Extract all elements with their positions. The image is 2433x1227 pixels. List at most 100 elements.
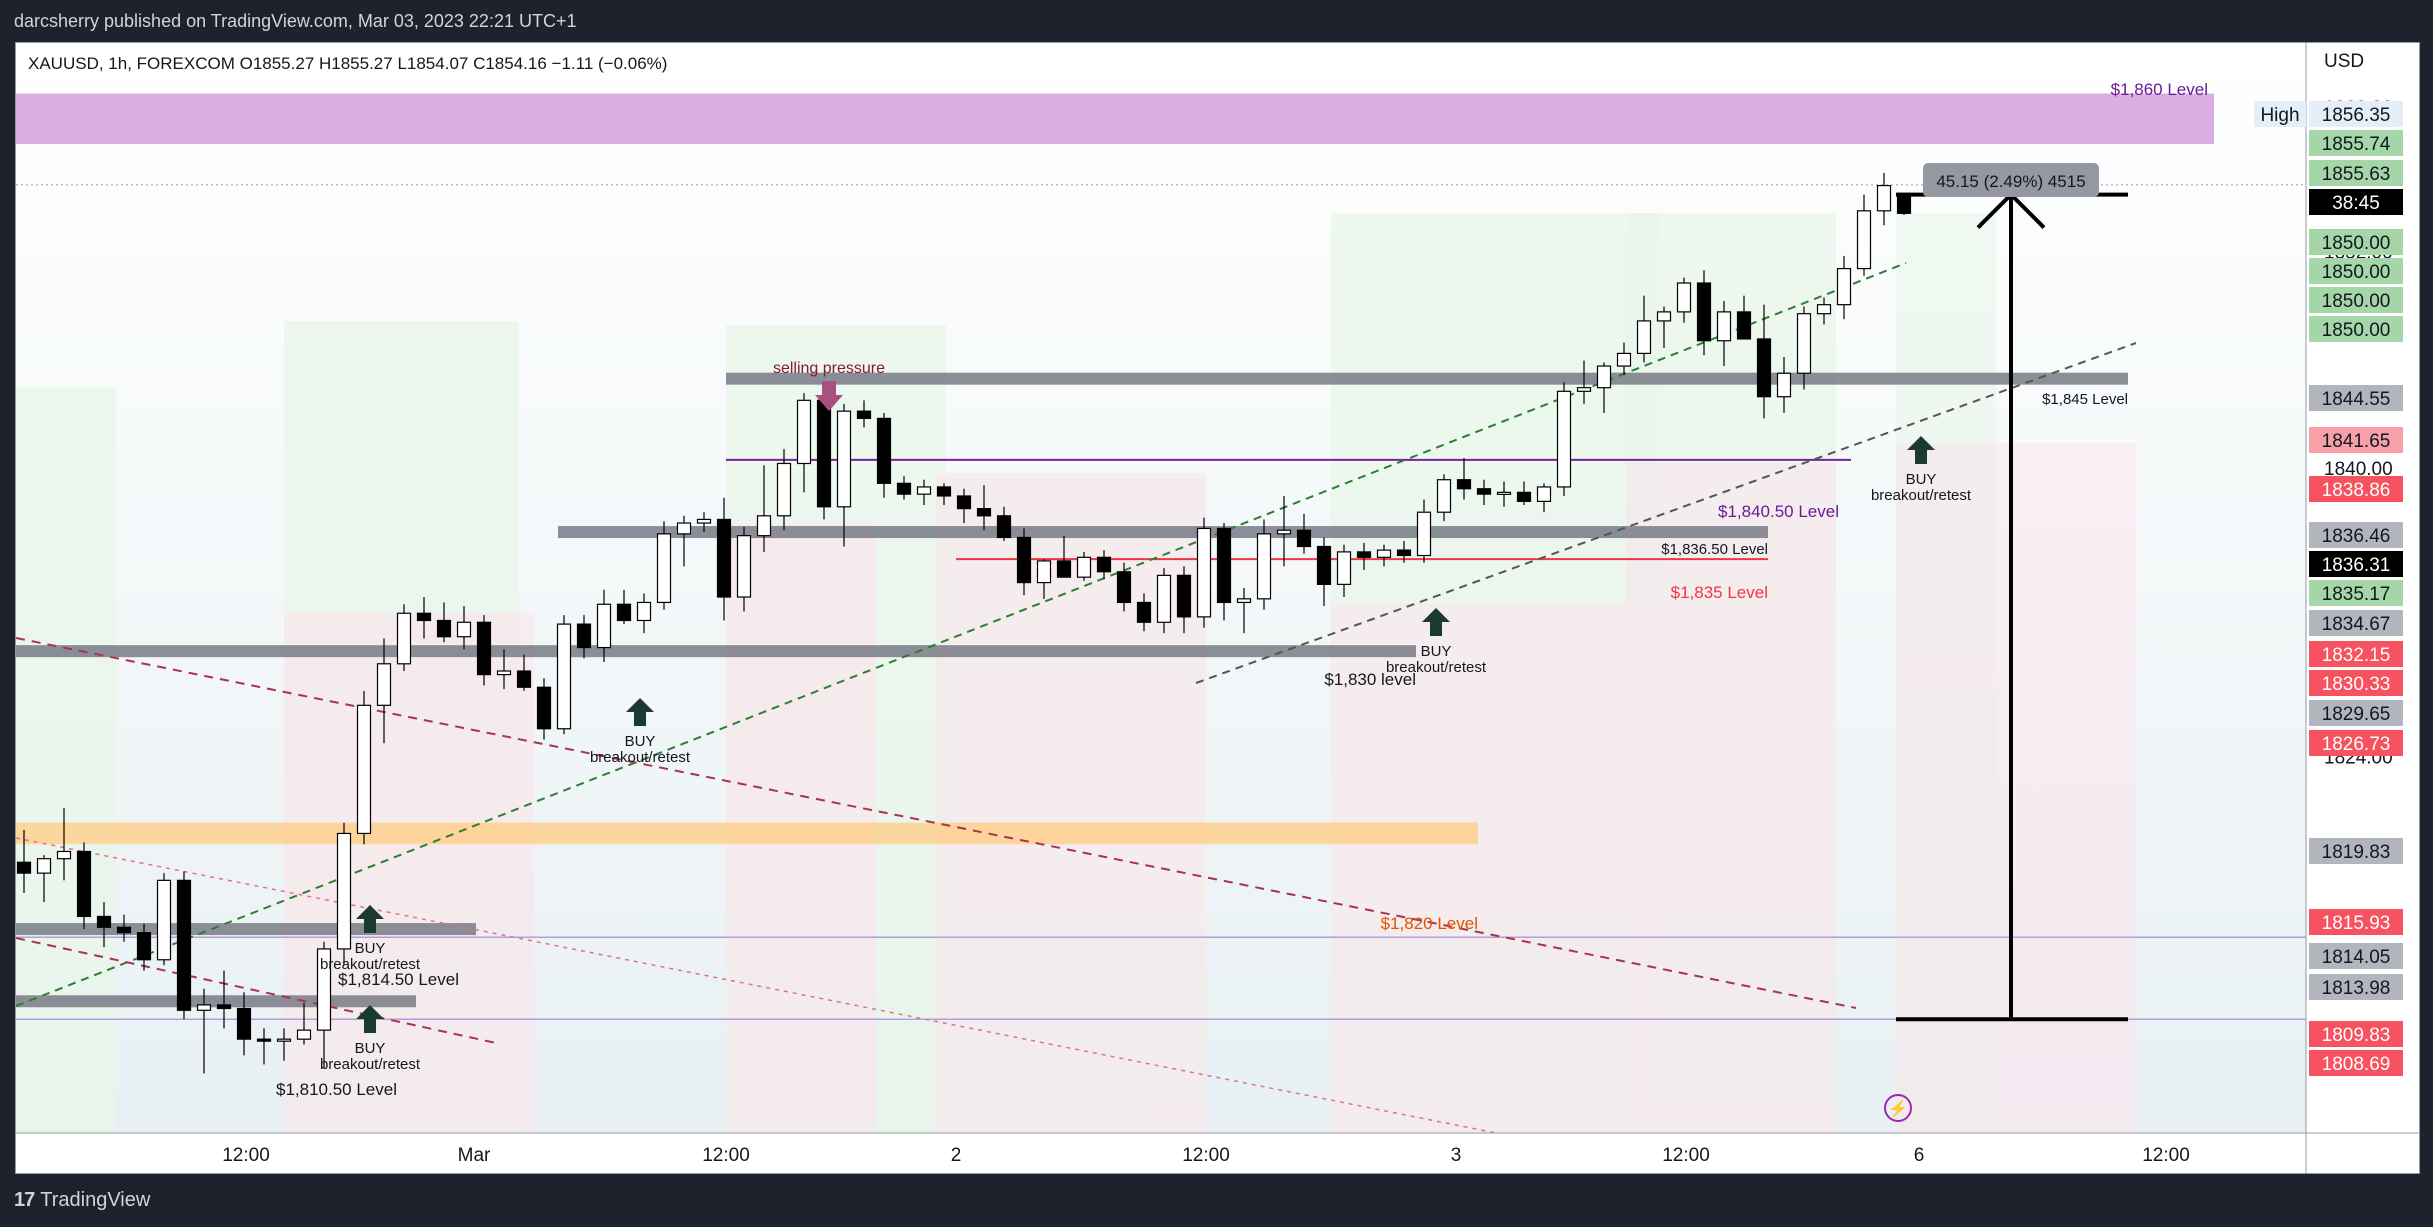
candle-body <box>76 850 92 918</box>
candle-body <box>1176 574 1192 618</box>
candle-body <box>816 399 832 508</box>
candle <box>1536 483 1552 513</box>
price-tag: 1815.93 <box>2309 909 2403 935</box>
candle-body <box>1736 311 1752 340</box>
candle <box>1216 523 1232 621</box>
candle <box>1836 255 1852 320</box>
candle-body <box>556 623 572 730</box>
price-tag: 1855.74 <box>2309 130 2403 156</box>
candle <box>316 941 332 1069</box>
candle-body <box>716 518 732 598</box>
symbol-ohlc-line: XAUUSD, 1h, FOREXCOM O1855.27 H1855.27 L… <box>28 54 667 73</box>
x-tick-label: 12:00 <box>2142 1145 2190 1166</box>
candle <box>496 649 512 690</box>
candle <box>256 1028 272 1065</box>
candle-body <box>656 533 672 604</box>
price-tag: 1826.73 <box>2309 730 2403 756</box>
candle-body <box>1576 387 1592 392</box>
candle-body <box>1256 533 1272 600</box>
candle <box>1336 544 1352 598</box>
candle-body <box>1456 479 1472 490</box>
candle-body <box>1396 549 1412 557</box>
candle <box>116 914 132 942</box>
shaded-zone <box>1331 603 1661 1133</box>
price-tag: 1814.05 <box>2309 943 2403 969</box>
price-tag-box <box>2309 838 2403 864</box>
candle <box>1236 588 1252 634</box>
price-tag-box <box>2309 1021 2403 1047</box>
buy-sub-label: breakout/retest <box>1871 487 1972 504</box>
candle-body <box>1196 527 1212 618</box>
price-tag: 1834.67 <box>2309 610 2403 636</box>
candle <box>1076 551 1092 581</box>
x-tick-label: 12:00 <box>222 1145 270 1166</box>
candle-body <box>456 621 472 638</box>
candle-body <box>216 1004 232 1010</box>
price-tag-box <box>2309 730 2403 756</box>
candle-body <box>736 535 752 598</box>
candle <box>436 602 452 643</box>
price-tag: 1829.65 <box>2309 700 2403 726</box>
label-1860: $1,860 Level <box>2111 80 2208 99</box>
candle-body <box>916 486 932 495</box>
candle <box>336 822 352 966</box>
candle <box>196 988 212 1074</box>
price-tag-box <box>2309 943 2403 969</box>
candle <box>856 400 872 428</box>
candle <box>1156 568 1172 634</box>
candle <box>1296 514 1312 554</box>
candle <box>1856 194 1872 276</box>
price-tag-value: 1855.74 <box>2322 134 2391 155</box>
candle <box>1616 342 1632 376</box>
chart-panel[interactable]: 45.15 (2.49%) 4515 BUY breakout/retest BUY b… <box>15 42 2420 1174</box>
candle-body <box>596 603 612 649</box>
candle <box>756 465 772 552</box>
buy-label: BUY <box>1906 471 1937 488</box>
candle <box>1116 562 1132 612</box>
candle-body <box>156 879 172 961</box>
buy-label: BUY <box>355 940 386 957</box>
price-tag: 1832.15 <box>2309 641 2403 667</box>
candle <box>276 1028 292 1061</box>
candle <box>1456 458 1472 500</box>
buy-sub-label: breakout/retest <box>320 956 421 973</box>
candle-body <box>1316 545 1332 585</box>
label-1835: $1,835 Level <box>1671 583 1768 602</box>
price-tag: 1835.17 <box>2309 580 2403 606</box>
price-tag-box <box>2309 160 2403 186</box>
candle-body <box>416 612 432 622</box>
trend-line-2 <box>1195 342 2137 684</box>
candle-body <box>1716 311 1732 342</box>
candle-body <box>1516 491 1532 502</box>
candle <box>1516 481 1532 505</box>
candle <box>1876 172 1892 226</box>
price-tag-box <box>2309 610 2403 636</box>
price-tag-value: 1813.98 <box>2322 978 2391 999</box>
candle-body <box>1536 486 1552 502</box>
price-tag-value: 1850.00 <box>2322 320 2391 341</box>
x-tick-label: 2 <box>951 1145 962 1166</box>
price-tag-box <box>2309 580 2403 606</box>
candle-body <box>1056 560 1072 578</box>
candle <box>476 615 492 686</box>
price-tag-value: 1830.33 <box>2322 674 2391 695</box>
price-tag-box <box>2309 476 2403 502</box>
price-tag-box <box>2309 385 2403 411</box>
price-tag-box <box>2309 229 2403 255</box>
price-tag-value: 1850.00 <box>2322 262 2391 283</box>
price-tag-box <box>2309 909 2403 935</box>
candle <box>916 479 932 505</box>
candle-body <box>1436 479 1452 513</box>
candle-body <box>236 1007 252 1040</box>
price-chart[interactable]: 45.15 (2.49%) 4515BUYbreakout/retestBUYb… <box>16 43 2419 1173</box>
candle <box>516 654 532 691</box>
price-tag-value: 1815.93 <box>2322 913 2391 934</box>
uptrend-line <box>16 262 1907 1007</box>
candle <box>456 606 472 650</box>
tradingview-logo-icon: 17 <box>14 1189 35 1211</box>
candle <box>1136 593 1152 632</box>
candle-body <box>696 518 712 524</box>
candle-body <box>1856 210 1872 270</box>
